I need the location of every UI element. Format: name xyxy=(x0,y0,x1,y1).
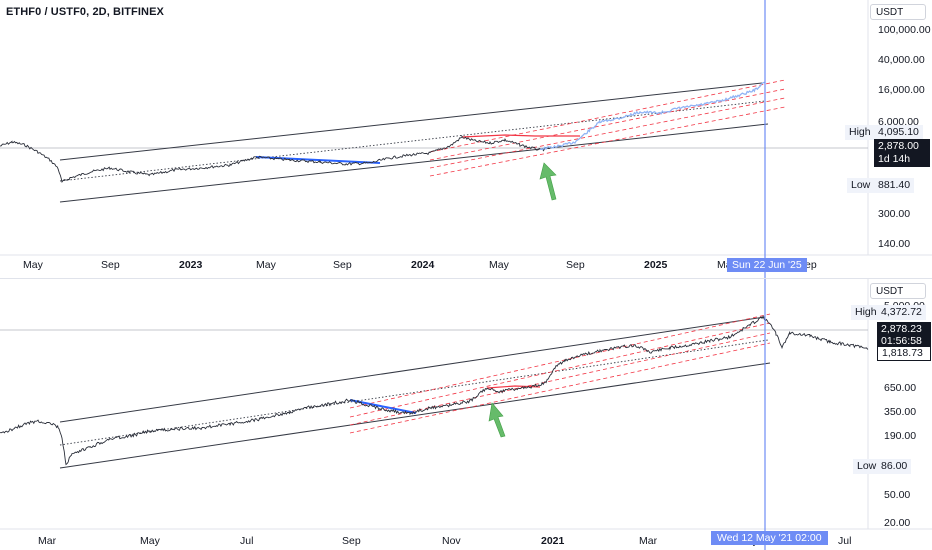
top-low-value: 881.40 xyxy=(874,178,915,193)
bottom-blue-trend-line xyxy=(349,399,417,414)
top-channel-lower-line xyxy=(59,123,769,203)
bottom-price-scale-label: 50.00 xyxy=(884,489,911,501)
top-time-axis-label: Sep xyxy=(333,259,352,271)
top-price-scale-label: 16,000.00 xyxy=(878,84,925,96)
top-time-axis-label: May xyxy=(23,259,43,271)
bottom-chart-canvas[interactable] xyxy=(0,279,932,550)
top-time-axis-label: May xyxy=(489,259,509,271)
bottom-price-scale-label: 350.00 xyxy=(884,406,917,418)
bottom-price-scale-label: 190.00 xyxy=(884,430,917,442)
top-high-label: High xyxy=(845,125,875,140)
top-low-label: Low xyxy=(847,178,875,193)
top-green-arrow-icon xyxy=(539,162,557,201)
bottom-low-label: Low xyxy=(853,459,881,474)
bottom-time-axis-label: Mar xyxy=(38,535,57,547)
top-time-axis-label: Sep xyxy=(101,259,120,271)
bottom-red-dashed-line-1 xyxy=(349,313,771,409)
bottom-last-price-badge: 2,878.23 xyxy=(877,322,931,337)
bottom-prev-close-badge: 1,818.73 xyxy=(877,346,931,361)
bottom-chart-pane[interactable]: USDT 5,000.001,250.00650.00350.00190.005… xyxy=(0,279,932,550)
bottom-time-axis-label: Nov xyxy=(442,535,461,547)
top-price-scale-label: 300.00 xyxy=(878,208,911,220)
bottom-green-arrow-icon xyxy=(488,402,506,438)
bottom-red-dashed-line-4 xyxy=(349,342,771,434)
bottom-red-dashed-line-2 xyxy=(349,322,771,418)
top-red-resistance-line xyxy=(461,134,580,138)
top-blue-trend-line xyxy=(255,156,381,164)
bottom-time-axis-label: May xyxy=(140,535,160,547)
bottom-price-series xyxy=(0,315,869,466)
bottom-time-axis-label: Jul xyxy=(240,535,254,547)
top-time-axis-label: 2023 xyxy=(179,259,203,271)
top-red-dashed-line-4 xyxy=(429,106,786,177)
bottom-channel-upper-line xyxy=(59,316,766,423)
bottom-price-scale-label: 650.00 xyxy=(884,382,917,394)
top-last-price-badge: 2,878.00 xyxy=(874,139,930,154)
bottom-low-value: 86.00 xyxy=(877,459,912,474)
top-time-axis-label: May xyxy=(256,259,276,271)
top-price-scale-label: 40,000.00 xyxy=(878,54,925,66)
top-red-dashed-line-3 xyxy=(429,97,786,169)
top-high-value: 4,095.10 xyxy=(874,125,923,140)
bottom-countdown-badge: 01:56:58 xyxy=(877,334,931,349)
bottom-price-scale-label: 20.00 xyxy=(884,517,911,529)
top-time-axis-label: 2024 xyxy=(411,259,435,271)
top-crosshair-date-label: Sun 22 Jun '25 xyxy=(727,258,807,272)
top-red-dashed-line-2 xyxy=(429,88,786,161)
bottom-crosshair-date-label: Wed 12 May '21 02:00 xyxy=(711,531,828,545)
top-channel-upper-line xyxy=(59,82,763,161)
bottom-channel-midline xyxy=(59,339,769,446)
bottom-red-dashed-line-3 xyxy=(349,332,771,426)
top-price-scale-label: 140.00 xyxy=(878,238,911,250)
symbol-title[interactable]: ETHF0 / USTF0, 2D, BITFINEX xyxy=(6,6,164,18)
top-chart-canvas[interactable] xyxy=(0,0,932,278)
top-countdown-badge: 1d 14h xyxy=(874,152,930,167)
top-time-axis-label: 2025 xyxy=(644,259,668,271)
top-chart-pane[interactable]: ETHF0 / USTF0, 2D, BITFINEX USDT 100,000… xyxy=(0,0,932,279)
top-currency-button[interactable]: USDT xyxy=(870,4,926,20)
top-price-scale-label: 100,000.00 xyxy=(878,24,931,36)
top-channel-midline xyxy=(59,100,766,182)
bottom-high-value: 4,372.72 xyxy=(877,305,926,320)
top-projection-series xyxy=(539,81,766,151)
bottom-time-axis-label: 2021 xyxy=(541,535,565,547)
bottom-currency-button[interactable]: USDT xyxy=(870,283,926,299)
top-red-dashed-line-1 xyxy=(429,79,786,153)
top-price-series xyxy=(0,134,551,183)
bottom-time-axis-label: Jul xyxy=(838,535,852,547)
bottom-time-axis-label: Sep xyxy=(342,535,361,547)
bottom-time-axis-label: Mar xyxy=(639,535,658,547)
top-time-axis-label: Sep xyxy=(566,259,585,271)
bottom-channel-lower-line xyxy=(59,362,771,469)
bottom-high-label: High xyxy=(851,305,881,320)
